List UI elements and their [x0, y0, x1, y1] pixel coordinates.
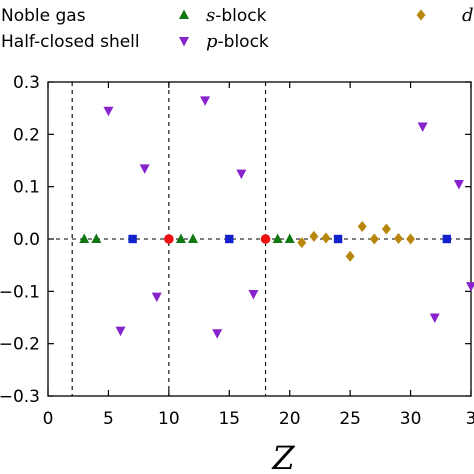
y-tick-label: −0.1 [0, 282, 40, 302]
p-block-point [151, 292, 162, 303]
x-tick-label: 5 [103, 409, 114, 429]
half-block-point [442, 234, 452, 244]
x-tick-label: 3 [466, 409, 474, 429]
d-block-point [297, 237, 307, 249]
s-block-point [79, 233, 90, 243]
legend-label-noble: Noble gas [1, 6, 86, 26]
x-tick-label: 25 [339, 409, 361, 429]
x-tick-label: 15 [218, 409, 240, 429]
y-tick-label: 0.2 [13, 125, 40, 145]
s-legend-marker [179, 9, 189, 19]
x-tick-label: 0 [43, 409, 54, 429]
y-tick-label: 0.1 [13, 178, 40, 198]
y-tick-label: −0.2 [0, 335, 40, 355]
p-block-point [429, 313, 440, 323]
x-tick-label: 20 [279, 409, 301, 429]
half-block-point [128, 234, 137, 244]
p-block-point [417, 122, 428, 132]
p-block-point [466, 282, 474, 292]
noble-block-point [164, 234, 174, 244]
plot-area: 0.3 0.2 0.1 0.0 −0.1 −0.2 −0.30 5 10 15 20 25 30 3 [0, 73, 474, 429]
d-block-point [393, 232, 403, 244]
y-tick-label: 0.3 [13, 73, 40, 93]
p-block-point [139, 164, 150, 174]
legend-label-s: s-block [206, 5, 267, 26]
p-block-point [453, 180, 464, 190]
d-block-point [345, 250, 355, 262]
d-block-point [369, 233, 379, 245]
s-block-point [284, 233, 295, 243]
d-legend-marker [416, 9, 426, 21]
legend-label-d: d [462, 5, 474, 26]
p-block-point [212, 329, 223, 339]
legend: Noble gas Half-closed shell s-block p-block… [1, 5, 474, 52]
d-block-point [321, 232, 331, 244]
p-legend-marker [179, 37, 189, 47]
s-block-point [188, 233, 199, 243]
d-block-point [309, 230, 319, 242]
x-axis-title: Z [271, 439, 295, 474]
half-block-point [225, 234, 234, 244]
d-block-point [381, 223, 391, 235]
y-tick-label: 0.0 [13, 230, 40, 250]
s-block-point [175, 233, 186, 243]
y-tick-label: −0.3 [0, 387, 40, 407]
p-block-point [236, 169, 247, 180]
s-block-point [91, 233, 102, 243]
p-block-point [115, 326, 126, 337]
legend-label-half: Half-closed shell [1, 32, 140, 52]
p-block-point [200, 96, 211, 106]
legend-label-p: p-block [206, 31, 269, 52]
x-tick-label: 10 [158, 409, 180, 429]
noble-block-point [260, 234, 271, 244]
d-block-point [357, 220, 367, 232]
p-block-point [103, 106, 114, 117]
d-block-point [406, 233, 416, 245]
half-block-point [333, 234, 343, 244]
s-block-point [272, 233, 283, 243]
x-tick-label: 30 [400, 409, 422, 429]
p-block-point [248, 289, 259, 300]
